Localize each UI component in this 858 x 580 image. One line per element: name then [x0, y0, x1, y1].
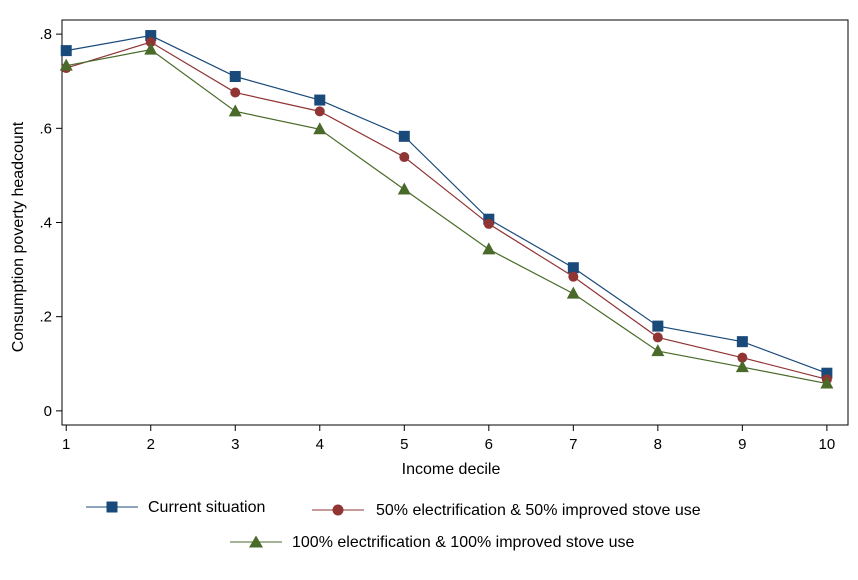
data-point-triangle — [651, 344, 665, 357]
x-tick-label: 3 — [231, 436, 239, 453]
data-point-circle — [483, 218, 494, 229]
data-point-triangle — [566, 286, 580, 299]
x-tick-label: 9 — [738, 436, 746, 453]
data-point-circle — [399, 152, 410, 163]
data-point-circle — [230, 87, 241, 98]
x-tick-label: 8 — [654, 436, 662, 453]
legend: Current situation 50% electrification & … — [86, 499, 701, 551]
series-square — [60, 30, 833, 379]
legend-label: Current situation — [148, 499, 265, 516]
series-circle — [61, 37, 832, 385]
data-point-square — [567, 262, 579, 274]
x-tick-label: 2 — [147, 436, 155, 453]
legend-item-100-percent: 100% electrification & 100% improved sto… — [230, 534, 635, 551]
legend-label: 50% electrification & 50% improved stove… — [376, 502, 701, 519]
series-triangle — [59, 42, 834, 389]
legend-item-50-percent: 50% electrification & 50% improved stove… — [312, 502, 701, 519]
data-point-square — [145, 30, 157, 42]
data-point-circle — [568, 271, 579, 282]
y-axis-title: Consumption poverty headcount — [10, 121, 27, 352]
legend-label: 100% electrification & 100% improved sto… — [292, 534, 635, 551]
x-tick-label: 4 — [316, 436, 324, 453]
data-point-circle — [737, 352, 748, 363]
data-point-square — [314, 94, 326, 106]
y-tick-label: .6 — [39, 120, 52, 137]
data-point-triangle — [735, 360, 749, 373]
x-tick-label: 7 — [569, 436, 577, 453]
series-line — [66, 49, 827, 385]
y-tick-label: .8 — [39, 26, 52, 43]
data-point-square — [652, 320, 664, 332]
x-axis: 1 2 3 4 5 6 7 8 9 10 — [62, 425, 835, 453]
series-line — [66, 41, 828, 380]
data-point-triangle — [228, 104, 242, 117]
data-point-square — [60, 45, 72, 57]
data-point-triangle — [397, 182, 411, 195]
series-layer — [59, 30, 834, 389]
x-tick-label: 6 — [485, 436, 493, 453]
y-axis: 0 .2 .4 .6 .8 — [39, 26, 62, 420]
x-axis-title: Income decile — [402, 461, 501, 478]
data-point-triangle — [313, 122, 327, 135]
data-point-square — [398, 130, 410, 142]
data-point-triangle — [59, 58, 73, 71]
y-tick-label: .4 — [39, 215, 52, 232]
legend-swatch-triangle — [249, 535, 263, 548]
data-point-triangle — [144, 42, 158, 55]
y-tick-label: .2 — [39, 309, 52, 326]
data-point-circle — [652, 332, 663, 343]
legend-swatch-square — [106, 501, 118, 513]
series-line — [66, 34, 828, 374]
data-point-circle — [145, 37, 156, 48]
data-point-triangle — [820, 376, 834, 389]
data-point-square — [821, 367, 833, 379]
legend-item-current-situation: Current situation — [86, 499, 265, 516]
legend-swatch-circle — [332, 504, 344, 516]
y-tick-label: 0 — [44, 403, 52, 420]
x-tick-label: 1 — [62, 436, 70, 453]
data-point-square — [736, 336, 748, 348]
x-tick-label: 5 — [400, 436, 408, 453]
data-point-triangle — [482, 242, 496, 255]
x-tick-label: 10 — [819, 436, 836, 453]
data-point-circle — [314, 106, 325, 117]
data-point-square — [229, 71, 241, 83]
